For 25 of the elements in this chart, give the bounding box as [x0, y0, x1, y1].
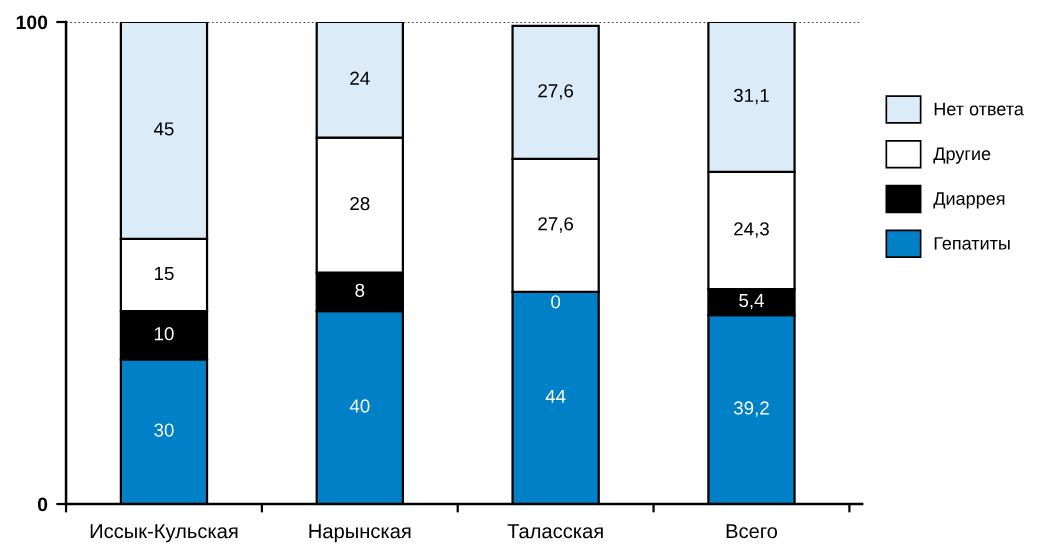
data-label: 27,6	[538, 217, 574, 233]
data-label: 24	[350, 71, 370, 85]
data-label: 44	[545, 389, 566, 403]
data-label: 0	[551, 295, 561, 309]
data-label: 28	[350, 196, 370, 211]
data-label: 5,4	[739, 294, 764, 310]
x-tick-label: Таласская	[507, 524, 603, 539]
x-tick-label: Всего	[726, 524, 778, 539]
x-tick-label: Нарынская	[309, 524, 411, 543]
data-label: 8	[355, 283, 365, 297]
y-tick-label: 100	[16, 15, 48, 30]
data-label: 10	[154, 327, 174, 341]
data-label: 24,3	[734, 222, 769, 238]
data-label: 39,2	[733, 401, 769, 417]
data-label: 15	[154, 267, 174, 281]
legend-label: Нет ответа	[934, 102, 1024, 116]
x-tick-label: Иссык-Кульская	[90, 524, 238, 543]
data-label: 31,1	[733, 88, 769, 105]
data-label: 27,6	[538, 84, 574, 100]
data-label: 45	[153, 122, 174, 136]
legend-label: Диаррея	[933, 192, 1005, 209]
data-label: 40	[349, 399, 370, 413]
data-label: 30	[154, 423, 174, 437]
legend-label: Гепатиты	[934, 237, 1010, 250]
legend-label: Другие	[933, 147, 991, 164]
